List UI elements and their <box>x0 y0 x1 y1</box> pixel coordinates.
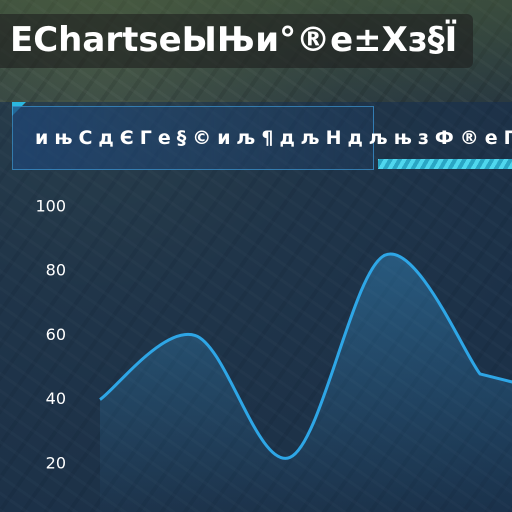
y-tick-label: 80 <box>46 261 66 280</box>
y-tick-label: 100 <box>35 197 66 216</box>
line <box>99 252 512 460</box>
stripe-deco <box>378 159 512 169</box>
y-tick-label: 20 <box>46 453 66 472</box>
page-title: EChartsеЫЊи°®е±Хз§Ї <box>0 14 474 68</box>
y-tick-label: 40 <box>46 389 66 408</box>
line-area <box>100 254 512 512</box>
panel-header: ињСдЄГе§©иљ¶дљНдљњзФ®еПШеМЦ <box>12 106 512 170</box>
chart-title: ињСдЄГе§©иљ¶дљНдљњзФ®еПШеМЦ <box>35 127 512 149</box>
y-tick-label: 60 <box>46 325 66 344</box>
